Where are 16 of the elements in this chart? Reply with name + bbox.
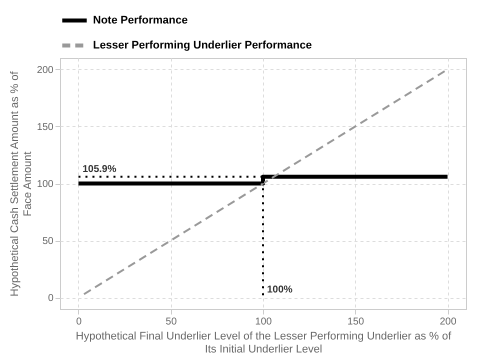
- y-axis-title: Hypothetical Cash Settlement Amount as % of Face Amount: [8, 70, 34, 297]
- y-tick-label: 100: [36, 179, 54, 190]
- y-tick-label: 50: [42, 236, 54, 248]
- y-tick-label: 150: [36, 122, 54, 133]
- x-tick-label: 50: [166, 316, 178, 328]
- annotation: 105.9%: [82, 164, 116, 175]
- annotation: 100%: [267, 284, 293, 296]
- legend-label: Note Performance: [93, 14, 188, 26]
- y-tick-label: 200: [36, 64, 54, 76]
- x-tick-label: 0: [76, 316, 82, 328]
- y-tick-label: 0: [48, 293, 54, 304]
- x-tick-label: 200: [440, 316, 457, 328]
- x-axis-title: Hypothetical Final Underlier Level of the Lesser Performing Underlier as % of Its Initial Underlier Level: [76, 330, 452, 356]
- x-tick-label: 150: [347, 316, 365, 328]
- legend-label: Lesser Performing Underlier Performance: [93, 40, 312, 52]
- x-tick-label: 100: [255, 316, 272, 328]
